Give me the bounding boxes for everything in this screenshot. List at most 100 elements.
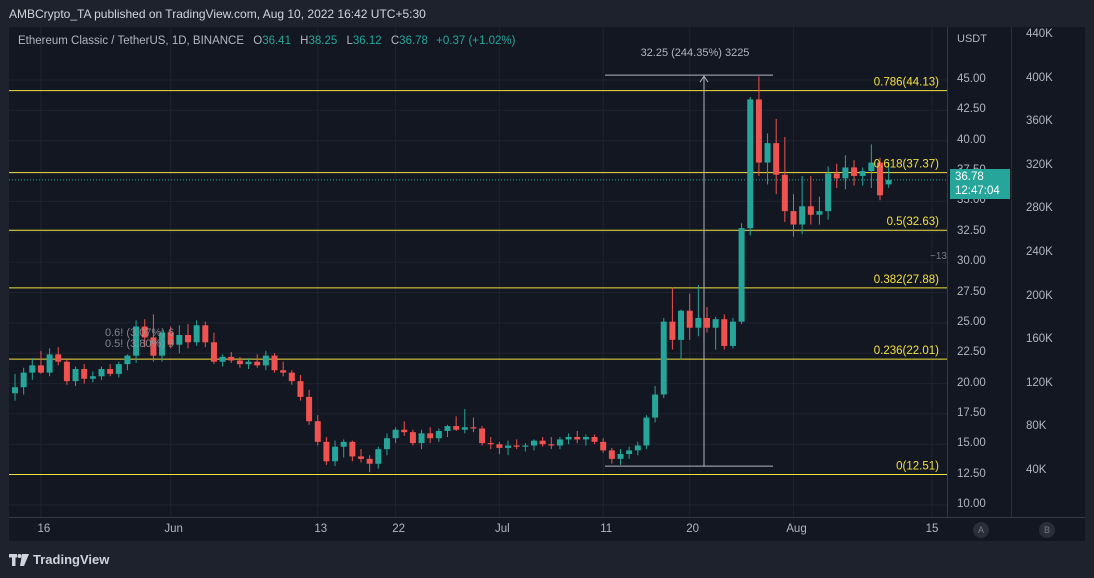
open-label: O (253, 35, 263, 47)
volume-tick-label: 280K (1026, 202, 1053, 215)
candle (738, 223, 745, 325)
candlestick-chart[interactable]: 0.786(44.13) 0.618(37.37) 0.5(32.63) 0.382(… (9, 27, 947, 517)
candle (332, 440, 339, 467)
measure-arrowhead (699, 75, 709, 83)
currency-label: USDT (957, 33, 987, 45)
low-label: L (346, 35, 353, 47)
candle (427, 427, 434, 444)
candle-body (721, 319, 728, 346)
candle-body (210, 342, 217, 362)
candle-body (193, 325, 200, 343)
candles (12, 76, 892, 473)
candle-body (37, 365, 44, 373)
candle (115, 361, 122, 378)
candle (210, 332, 217, 365)
fib-level-label: 0.618(37.37) (874, 159, 939, 171)
candle (63, 359, 70, 385)
candle (539, 437, 546, 447)
time-tick-label: Jul (495, 523, 510, 535)
candle (219, 354, 226, 367)
candle (833, 163, 840, 189)
candle-body (729, 321, 736, 346)
price-axis[interactable]: USDT 45.0042.5040.0037.5035.0032.5030.00… (947, 27, 1011, 517)
candle-body (314, 421, 321, 442)
candle (721, 314, 728, 350)
candle-body (790, 211, 797, 225)
candle (89, 371, 96, 383)
chart-plot-area[interactable]: 0.786(44.13) 0.618(37.37) 0.5(32.63) 0.382(… (9, 27, 947, 517)
candle-body (686, 310, 693, 328)
price-tick-label: 40.00 (957, 133, 986, 146)
candle (660, 318, 667, 399)
candle-body (176, 335, 183, 345)
fib-level-label: 0.236(22.01) (874, 345, 939, 357)
candle-body (236, 360, 243, 365)
low-value: 36.12 (352, 35, 382, 47)
candle (297, 375, 304, 401)
candle-body (245, 361, 252, 365)
tradingview-brand[interactable]: TradingView (9, 551, 109, 567)
candle (409, 429, 416, 446)
volume-tick-label: 360K (1026, 115, 1053, 128)
candle (764, 133, 771, 185)
candle-body (556, 439, 563, 446)
candle-body (228, 356, 235, 361)
candle-body (738, 228, 745, 322)
candle-body (877, 162, 883, 196)
candle-body (712, 319, 719, 328)
candle (323, 437, 330, 465)
candle (141, 319, 148, 348)
candle (513, 439, 520, 450)
measure-label: 32.25 (244.35%) 3225 (641, 47, 750, 59)
candle-body (115, 364, 122, 374)
candle (531, 439, 537, 451)
candle (20, 367, 27, 395)
candle-body (55, 354, 62, 362)
volume-tick-label: 320K (1026, 158, 1053, 171)
candle (574, 430, 581, 444)
candle-body (72, 369, 79, 382)
candle-body (539, 440, 546, 445)
candle-body (487, 443, 494, 445)
auto-scale-button[interactable]: A (973, 522, 989, 538)
volume-axis[interactable]: 440K 400K 360K 320K 280K 240K 200K 160K 120K 80K 4… (1011, 27, 1085, 517)
candle (306, 389, 313, 425)
candle (107, 364, 114, 377)
candle (340, 439, 347, 458)
log-scale-button[interactable]: B (1039, 522, 1055, 538)
candle-body (764, 143, 771, 163)
candle (81, 364, 88, 384)
candle-body (773, 143, 780, 175)
candle (453, 416, 460, 431)
candle-body (29, 365, 36, 373)
candle (859, 167, 866, 186)
candle (851, 160, 858, 186)
candle-body (427, 433, 434, 439)
candle-body (833, 173, 840, 179)
price-tick-label: 20.00 (957, 376, 986, 389)
candle (185, 324, 191, 349)
candle-body (150, 337, 157, 356)
candle (565, 433, 572, 445)
time-axis[interactable]: 16 Jun 13 22 Jul 11 20 Aug 15 (9, 517, 947, 541)
candle-body (202, 325, 209, 343)
candle-body (383, 438, 390, 450)
candle-body (297, 381, 304, 397)
candle-body (444, 426, 451, 431)
candle (617, 449, 624, 465)
candle-body (816, 211, 823, 215)
candle (686, 293, 693, 340)
candle (366, 455, 373, 473)
candle-body (799, 206, 806, 225)
candle-body (349, 441, 356, 457)
price-tick-label: 15.00 (957, 437, 986, 450)
candle-body (531, 440, 537, 446)
symbol-legend[interactable]: Ethereum Classic / TetherUS, 1D, BINANCE… (18, 35, 515, 47)
candle (678, 309, 685, 360)
candle-body (747, 99, 754, 229)
candle (349, 440, 356, 462)
candle-body (159, 332, 166, 356)
candle (652, 386, 659, 423)
candle (755, 76, 762, 176)
candle-body (608, 450, 615, 459)
